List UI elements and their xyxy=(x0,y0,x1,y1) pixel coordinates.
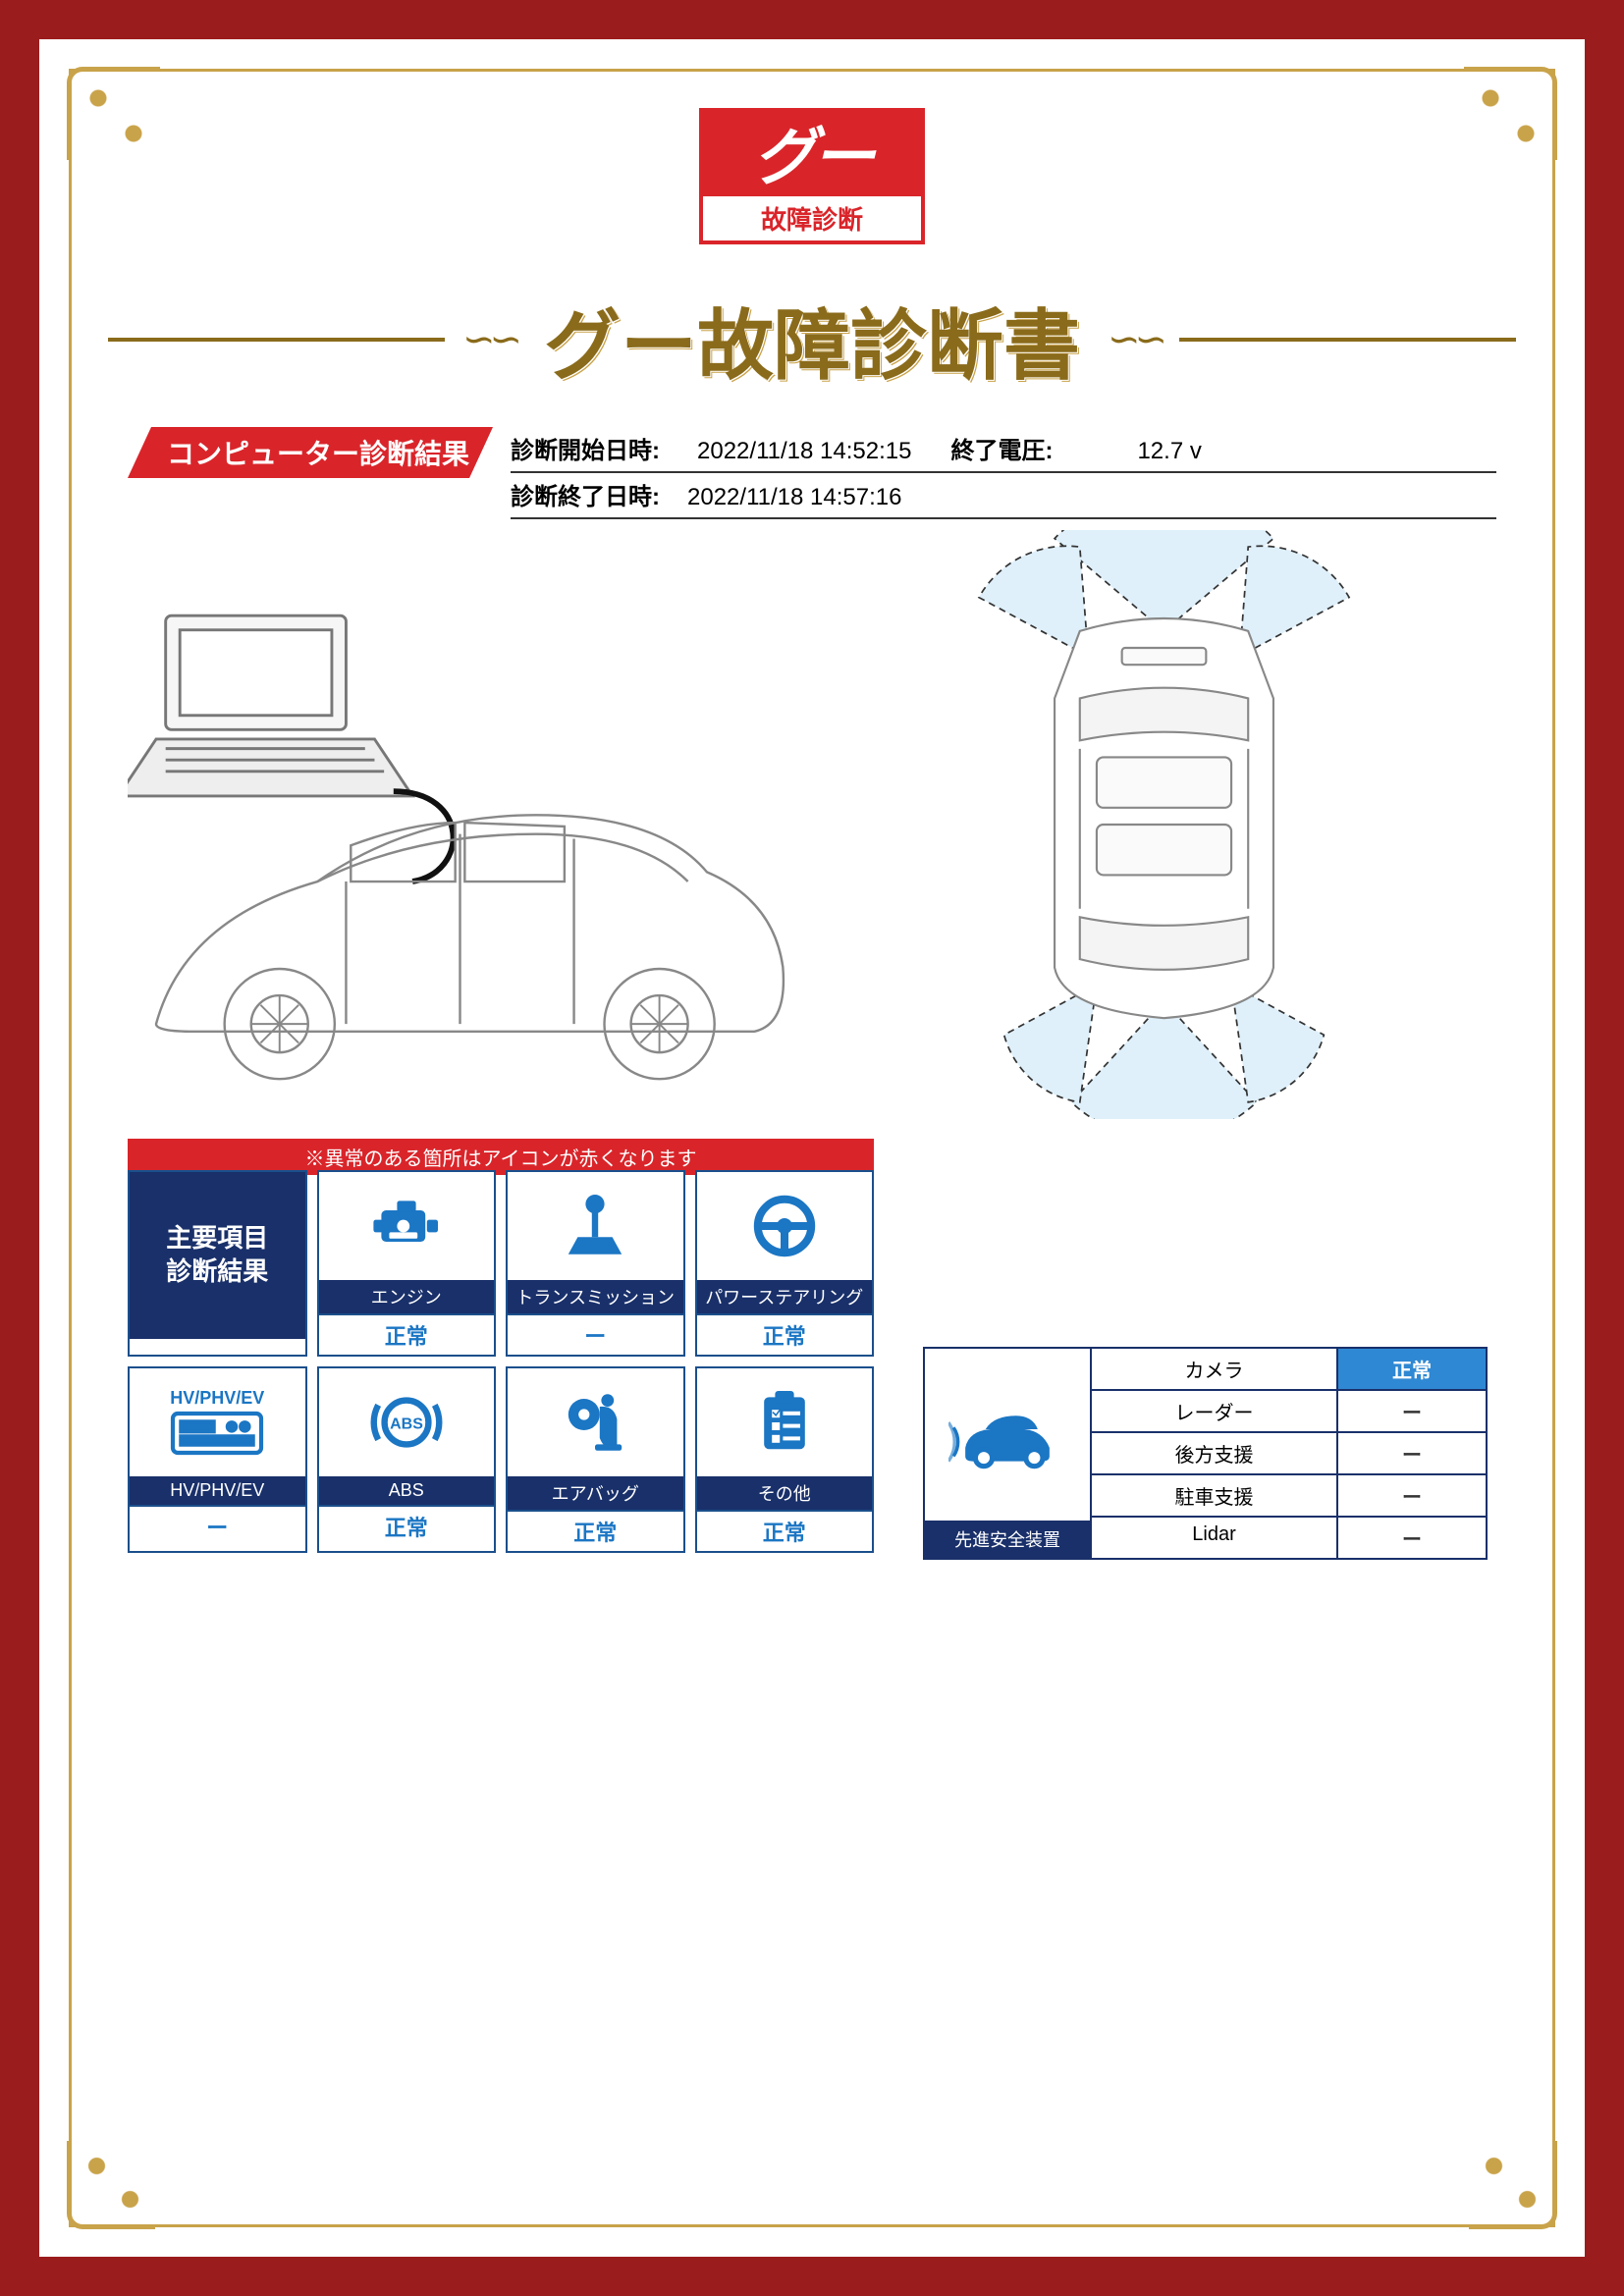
safety-label: Lidar xyxy=(1092,1518,1338,1558)
flourish-icon: ∽∽ xyxy=(445,317,534,362)
safety-row: レーダー ー xyxy=(1092,1391,1486,1433)
safety-value: ー xyxy=(1338,1433,1486,1473)
safety-rows: カメラ 正常 レーダー ー 後方支援 ー 駐車支援 ー Lidar ー xyxy=(1092,1349,1486,1558)
meta-voltage-value: 12.7 v xyxy=(1137,438,1201,465)
safety-label: レーダー xyxy=(1092,1391,1338,1431)
meta-start-value: 2022/11/18 14:52:15 xyxy=(697,438,911,465)
brand-logo-top: グー xyxy=(699,108,925,196)
car-sensor-icon xyxy=(925,1349,1090,1521)
safety-label: 後方支援 xyxy=(1092,1433,1338,1473)
diagnosis-meta: 診断開始日時: 2022/11/18 14:52:15 終了電圧: 12.7 v… xyxy=(511,427,1496,519)
tile-status: ー xyxy=(508,1313,683,1355)
tile-label: エアバッグ xyxy=(508,1476,683,1510)
engine-icon xyxy=(319,1172,495,1280)
tile-abs: ABS ABS 正常 xyxy=(317,1366,497,1553)
tile-power-steering: パワーステアリング 正常 xyxy=(695,1170,875,1357)
tile-other: その他 正常 xyxy=(695,1366,875,1553)
section-header: コンピューター診断結果 診断開始日時: 2022/11/18 14:52:15 … xyxy=(128,427,1496,519)
diagnosis-tile-grid: 主要項目診断結果 エンジン 正常 トランスミッション ー パワーステアリング 正 xyxy=(128,1170,874,1553)
page: グー 故障診断 ∽∽ グー故障診断書 ∽∽ コンピューター診断結果 診断開始日時… xyxy=(39,39,1585,2257)
tile-airbag: エアバッグ 正常 xyxy=(506,1366,685,1553)
tile-header: 主要項目診断結果 xyxy=(128,1170,307,1357)
page-title: グー故障診断書 xyxy=(534,285,1090,395)
airbag-icon xyxy=(508,1368,683,1476)
brand-logo-bottom: 故障診断 xyxy=(699,196,925,244)
tile-label: HV/PHV/EV xyxy=(130,1476,305,1505)
tile-status: ー xyxy=(130,1505,305,1546)
meta-row-start: 診断開始日時: 2022/11/18 14:52:15 終了電圧: 12.7 v xyxy=(511,427,1496,473)
brand-logo: グー 故障診断 xyxy=(699,108,925,244)
tile-label: その他 xyxy=(697,1476,873,1510)
safety-row: カメラ 正常 xyxy=(1092,1349,1486,1391)
tile-status: 正常 xyxy=(508,1510,683,1551)
meta-end-label: 診断終了日時: xyxy=(511,477,687,511)
tile-label: トランスミッション xyxy=(508,1280,683,1313)
safety-row: 駐車支援 ー xyxy=(1092,1475,1486,1518)
tile-hv: HV/PHV/EV HV/PHV/EV ー xyxy=(128,1366,307,1553)
tile-label: エンジン xyxy=(319,1280,495,1313)
title-rule-left xyxy=(108,338,445,342)
hv-unit-icon: HV/PHV/EV xyxy=(130,1368,305,1476)
tile-label: パワーステアリング xyxy=(697,1280,873,1313)
tile-status: 正常 xyxy=(697,1313,873,1355)
vehicle-diagrams xyxy=(128,530,1496,1119)
flourish-icon: ∽∽ xyxy=(1090,317,1179,362)
tile-transmission: トランスミッション ー xyxy=(506,1170,685,1357)
safety-label: 駐車支援 xyxy=(1092,1475,1338,1516)
safety-value: 正常 xyxy=(1338,1349,1486,1389)
title-rule-right xyxy=(1179,338,1516,342)
meta-end-value: 2022/11/18 14:57:16 xyxy=(687,484,1496,511)
title-row: ∽∽ グー故障診断書 ∽∽ xyxy=(108,285,1516,395)
safety-row: Lidar ー xyxy=(1092,1518,1486,1558)
car-side-diagram xyxy=(128,530,792,1119)
tile-status: 正常 xyxy=(319,1505,495,1546)
clipboard-icon xyxy=(697,1368,873,1476)
gear-stick-icon xyxy=(508,1172,683,1280)
meta-start-label: 診断開始日時: xyxy=(511,431,687,465)
safety-equipment-table: 先進安全装置 カメラ 正常 レーダー ー 後方支援 ー 駐車支援 ー Lidar… xyxy=(923,1347,1488,1560)
tile-engine: エンジン 正常 xyxy=(317,1170,497,1357)
abs-icon: ABS xyxy=(319,1368,495,1476)
safety-value: ー xyxy=(1338,1518,1486,1558)
safety-value: ー xyxy=(1338,1391,1486,1431)
tile-status: 正常 xyxy=(697,1510,873,1551)
safety-caption: 先進安全装置 xyxy=(925,1521,1090,1558)
tile-header-label: 主要項目診断結果 xyxy=(130,1172,305,1339)
car-top-diagram xyxy=(832,530,1496,1119)
section-tab: コンピューター診断結果 xyxy=(128,427,493,478)
safety-row: 後方支援 ー xyxy=(1092,1433,1486,1475)
safety-value: ー xyxy=(1338,1475,1486,1516)
meta-row-end: 診断終了日時: 2022/11/18 14:57:16 xyxy=(511,473,1496,519)
safety-label: カメラ xyxy=(1092,1349,1338,1389)
tile-status: 正常 xyxy=(319,1313,495,1355)
meta-voltage-label: 終了電圧: xyxy=(950,431,1127,465)
safety-header-cell: 先進安全装置 xyxy=(925,1349,1092,1558)
tile-label: ABS xyxy=(319,1476,495,1505)
svg-text:ABS: ABS xyxy=(390,1415,423,1432)
steering-wheel-icon xyxy=(697,1172,873,1280)
